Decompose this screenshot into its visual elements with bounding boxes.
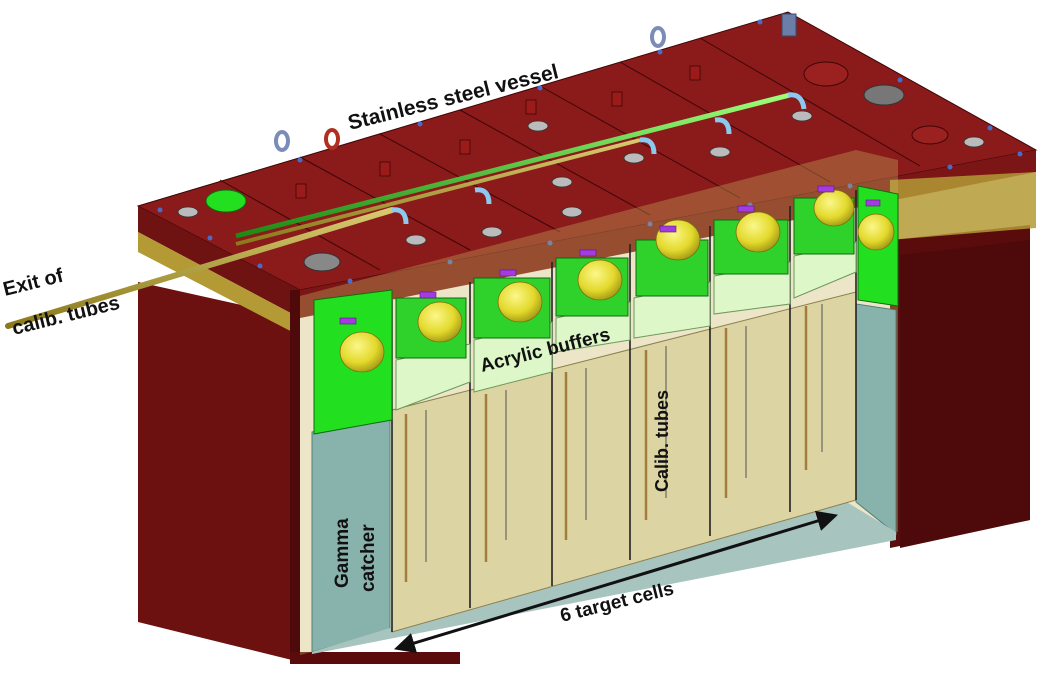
pmt-icon: [857, 213, 895, 251]
flange-icon: [303, 252, 341, 272]
lid-bolts: [157, 19, 1023, 284]
exit-calib-tube: [5, 207, 395, 329]
pmts: [339, 189, 895, 373]
label-gamma-line2: catcher: [358, 524, 379, 592]
flange-icon: [863, 84, 905, 106]
pmt-icon: [735, 211, 781, 253]
vessel-base: [290, 652, 460, 664]
lid-flanges: [205, 61, 949, 272]
double-arrow-icon: [393, 510, 839, 654]
lifting-eye-icon: [324, 128, 340, 150]
lid-fittings: [177, 65, 985, 246]
gamma-catcher-liquid-right: [855, 303, 897, 536]
pmt-brackets: [339, 185, 881, 325]
pmt-icon: [417, 301, 463, 343]
label-exit-line2: calib. tubes: [10, 292, 122, 340]
gold-calib-tube: [235, 138, 641, 246]
label-calib-tubes: Calib. tubes: [652, 390, 672, 492]
calibration-tubes-top: [5, 92, 807, 329]
pmt-icon: [339, 331, 385, 373]
lifting-eye-icon: [650, 26, 666, 48]
calibration-wires: [425, 304, 823, 562]
vessel-gold-strip-right: [890, 172, 1036, 240]
vessel-front-rim: [290, 290, 300, 662]
lifting-eye-icon: [781, 13, 797, 37]
pmt-icon: [813, 189, 855, 227]
vessel-gold-strip: [138, 232, 300, 336]
green-calib-tube: [235, 92, 791, 239]
flange-icon: [911, 125, 949, 145]
label-gamma-line1: Gamma: [332, 518, 353, 588]
lifting-eyes: [274, 13, 797, 152]
pmt-icon: [577, 259, 623, 301]
lifting-eye-icon: [274, 130, 290, 152]
flange-icon: [803, 61, 849, 87]
flange-icon: [205, 189, 247, 213]
pmt-icon: [497, 281, 543, 323]
label-exit-line1: Exit of: [1, 265, 66, 301]
vessel-left-wall: [138, 282, 300, 662]
vessel-back-right-face: [900, 240, 1030, 548]
